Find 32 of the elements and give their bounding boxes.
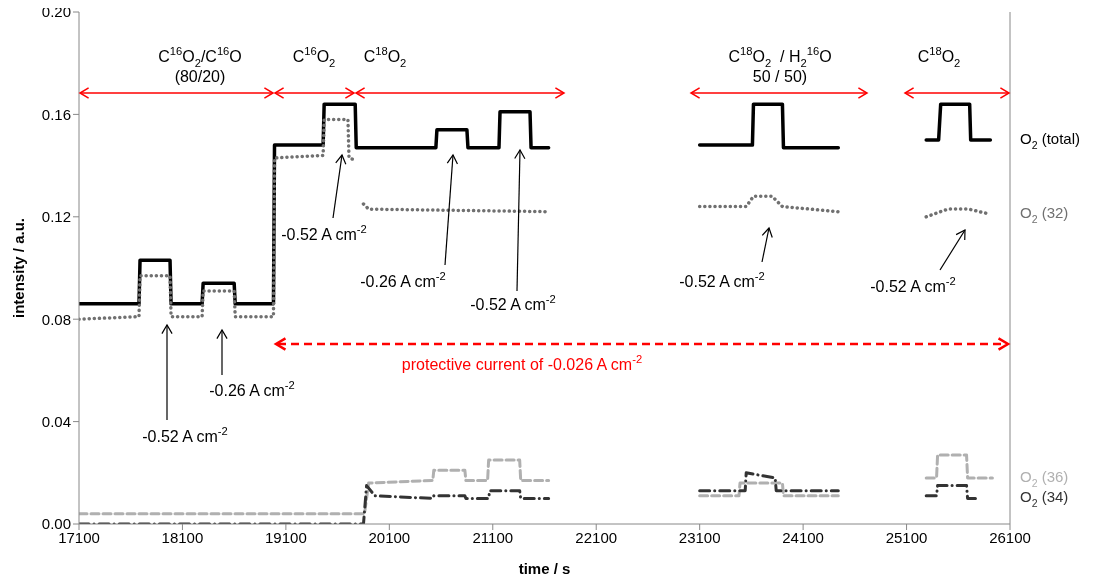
annotation: C$^{16}$O$_{2}$ — [292, 44, 336, 69]
x-tick-label: 18100 — [161, 528, 204, 546]
x-tick-label: 19100 — [265, 528, 307, 546]
x-tick-label: 26100 — [989, 528, 1031, 546]
annotation: -0.52 A cm$^{-2}$ — [470, 292, 556, 314]
annotation: C$^{16}$O$_{2}$/C$^{16}$O (80/20) — [158, 44, 242, 86]
y-tick-label: 0.16 — [41, 105, 71, 123]
text: C$^{18}$O$_{2}$ / H$_{2}$$^{16}$O 50 / 50) — [728, 44, 832, 86]
annotation: C$^{18}$O$_{2}$ — [363, 44, 407, 69]
annotation: -0.52 A cm$^{-2}$ — [142, 424, 228, 446]
text: O$_{2}$ (34) — [1020, 488, 1069, 510]
y-tick-label: 0.12 — [41, 208, 71, 226]
annotation: -0.26 A cm$^{-2}$ — [360, 269, 446, 291]
x-tick-label: 24100 — [782, 528, 824, 546]
series-label: O$_{2}$ (36) — [1020, 467, 1069, 489]
y-axis-title: intensity / a.u. — [9, 217, 27, 319]
x-tick-label: 20100 — [368, 528, 411, 546]
y-tick-label: 0.04 — [41, 412, 71, 430]
annotation: protective current of -0.026 A cm$^{-2}$ — [401, 352, 643, 374]
series-label: O$_{2}$ (32) — [1020, 204, 1069, 226]
x-tick-label: 22100 — [575, 528, 618, 546]
x-axis-title: time / s — [518, 560, 571, 577]
annotation: -0.26 A cm$^{-2}$ — [209, 378, 295, 400]
x-tick-label: 21100 — [472, 528, 514, 546]
x-tick-label: 23100 — [678, 528, 721, 546]
annotation: C$^{18}$O$_{2}$ — [917, 44, 961, 69]
x-tick-label: 25100 — [885, 528, 928, 546]
series-label: O$_{2}$ (total) — [1020, 129, 1081, 151]
annotation: -0.52 A cm$^{-2}$ — [870, 274, 956, 296]
y-tick-label: 0.08 — [41, 310, 71, 328]
annotation: -0.52 A cm$^{-2}$ — [281, 222, 367, 244]
annotation: -0.52 A cm$^{-2}$ — [679, 269, 765, 291]
